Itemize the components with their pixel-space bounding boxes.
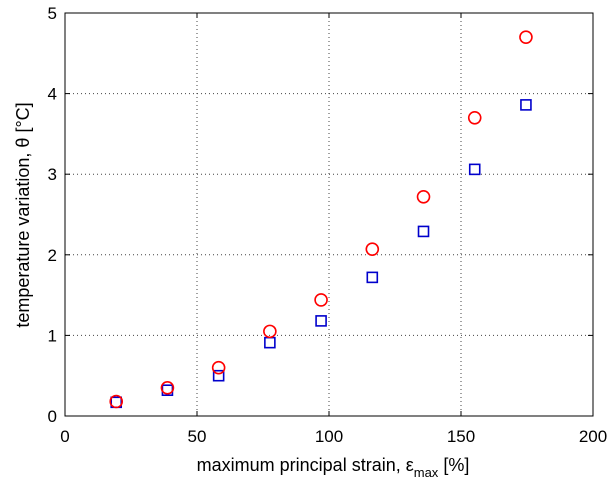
x-axis-title-main: maximum principal strain, ε <box>197 455 414 475</box>
circle-marker <box>519 30 533 44</box>
x-tick-label: 0 <box>60 427 69 446</box>
x-tick-label: 100 <box>315 427 343 446</box>
y-axis-title: temperature variation, θ [°C] <box>13 102 33 327</box>
x-axis-title-subscript: max <box>414 465 439 480</box>
data-points <box>109 30 533 409</box>
circle-marker <box>467 110 482 125</box>
x-tick-labels: 0 50 100 150 200 <box>60 427 607 446</box>
square-marker <box>212 369 225 382</box>
circle-marker <box>160 380 175 395</box>
y-tick-labels: 0 1 2 3 4 5 <box>48 4 57 426</box>
square-marker <box>468 163 481 176</box>
y-tick-label: 0 <box>48 407 57 426</box>
square-marker <box>520 99 532 111</box>
circle-marker <box>416 189 431 204</box>
x-tick-label: 150 <box>447 427 475 446</box>
circle-marker <box>109 394 124 409</box>
square-marker <box>417 225 430 238</box>
square-marker <box>366 271 379 284</box>
square-marker <box>264 336 276 349</box>
square-marker <box>315 315 327 327</box>
circle-marker <box>263 324 277 339</box>
y-tick-label: 1 <box>48 326 57 345</box>
grid <box>65 13 593 416</box>
x-axis-title: maximum principal strain, εmax [%] <box>197 455 470 480</box>
x-tick-label: 200 <box>579 427 607 446</box>
circle-marker <box>365 242 380 256</box>
y-tick-label: 5 <box>48 4 57 23</box>
x-tick-label: 50 <box>188 427 207 446</box>
x-axis-title-unit: [%] <box>438 455 469 475</box>
axis-ticks <box>64 12 594 417</box>
y-tick-label: 3 <box>48 165 57 184</box>
circle-marker <box>211 360 226 375</box>
y-tick-label: 4 <box>48 85 57 104</box>
circle-marker <box>314 293 328 307</box>
y-tick-label: 2 <box>48 246 57 265</box>
